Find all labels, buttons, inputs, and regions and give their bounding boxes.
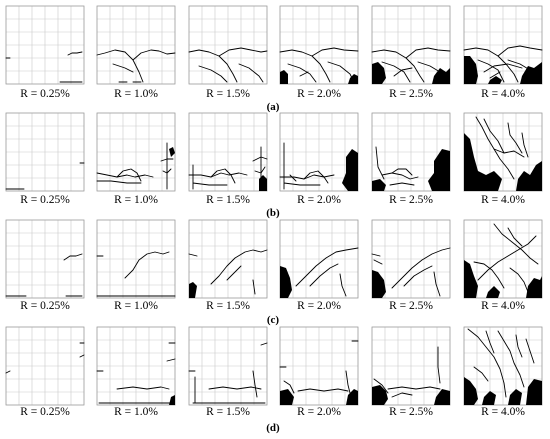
panel-a6: [463, 5, 543, 85]
crack-drawing-d3: [188, 326, 268, 406]
drift-label-a4: R = 2.0%: [297, 88, 341, 100]
crack-drawing-d4: [279, 326, 359, 406]
drift-label-a1: R = 0.25%: [20, 88, 70, 100]
panel-b2: [96, 112, 176, 192]
panel-a1: [5, 5, 85, 85]
crack-drawing-c3: [188, 219, 268, 299]
crack-drawing-a6: [463, 5, 543, 85]
drift-label-d1: R = 0.25%: [20, 406, 70, 418]
drift-label-b1: R = 0.25%: [20, 194, 70, 206]
drift-label-a3: R = 1.5%: [206, 88, 250, 100]
panel-b3: [188, 112, 268, 192]
crack-drawing-a4: [279, 5, 359, 85]
panel-c2: [96, 219, 176, 299]
panel-a2: [96, 5, 176, 85]
drift-label-d3: R = 1.5%: [206, 406, 250, 418]
drift-label-a5: R = 2.5%: [389, 88, 433, 100]
crack-drawing-d5: [371, 326, 451, 406]
drift-label-d4: R = 2.0%: [297, 406, 341, 418]
panel-c3: [188, 219, 268, 299]
panel-d5: [371, 326, 451, 406]
crack-drawing-c1: [5, 219, 85, 299]
crack-drawing-d1: [5, 326, 85, 406]
row-label-b: (b): [266, 207, 280, 219]
drift-label-c2: R = 1.0%: [114, 300, 158, 312]
drift-label-c3: R = 1.5%: [206, 300, 250, 312]
crack-drawing-c5: [371, 219, 451, 299]
panel-a5: [371, 5, 451, 85]
panel-a3: [188, 5, 268, 85]
drift-label-d2: R = 1.0%: [114, 406, 158, 418]
crack-drawing-b1: [5, 112, 85, 192]
crack-drawing-b5: [371, 112, 451, 192]
panel-c5: [371, 219, 451, 299]
drift-label-c6: R = 4.0%: [481, 300, 525, 312]
row-label-c: (c): [266, 314, 280, 326]
crack-drawing-a2: [96, 5, 176, 85]
crack-drawing-b6: [463, 112, 543, 192]
drift-label-d5: R = 2.5%: [389, 406, 433, 418]
drift-label-b5: R = 2.5%: [389, 194, 433, 206]
drift-label-b4: R = 2.0%: [297, 194, 341, 206]
drift-label-b3: R = 1.5%: [206, 194, 250, 206]
crack-drawing-a3: [188, 5, 268, 85]
panel-d4: [279, 326, 359, 406]
drift-label-c4: R = 2.0%: [297, 300, 341, 312]
crack-drawing-d6: [463, 326, 543, 406]
crack-drawing-b4: [279, 112, 359, 192]
panel-b6: [463, 112, 543, 192]
drift-label-c5: R = 2.5%: [389, 300, 433, 312]
panel-c1: [5, 219, 85, 299]
drift-label-b2: R = 1.0%: [114, 194, 158, 206]
crack-drawing-a5: [371, 5, 451, 85]
panel-d1: [5, 326, 85, 406]
panel-b1: [5, 112, 85, 192]
crack-drawing-d2: [96, 326, 176, 406]
panel-a4: [279, 5, 359, 85]
drift-label-b6: R = 4.0%: [481, 194, 525, 206]
row-label-d: (d): [266, 422, 280, 434]
row-label-a: (a): [266, 101, 280, 113]
drift-label-c1: R = 0.25%: [20, 300, 70, 312]
crack-drawing-c4: [279, 219, 359, 299]
crack-drawing-a1: [5, 5, 85, 85]
drift-label-a2: R = 1.0%: [114, 88, 158, 100]
panel-b5: [371, 112, 451, 192]
crack-drawing-b2: [96, 112, 176, 192]
crack-drawing-c6: [463, 219, 543, 299]
panel-c6: [463, 219, 543, 299]
panel-b4: [279, 112, 359, 192]
crack-drawing-b3: [188, 112, 268, 192]
crack-drawing-c2: [96, 219, 176, 299]
panel-c4: [279, 219, 359, 299]
drift-label-d6: R = 4.0%: [481, 406, 525, 418]
panel-d6: [463, 326, 543, 406]
panel-d3: [188, 326, 268, 406]
drift-label-a6: R = 4.0%: [481, 88, 525, 100]
panel-d2: [96, 326, 176, 406]
